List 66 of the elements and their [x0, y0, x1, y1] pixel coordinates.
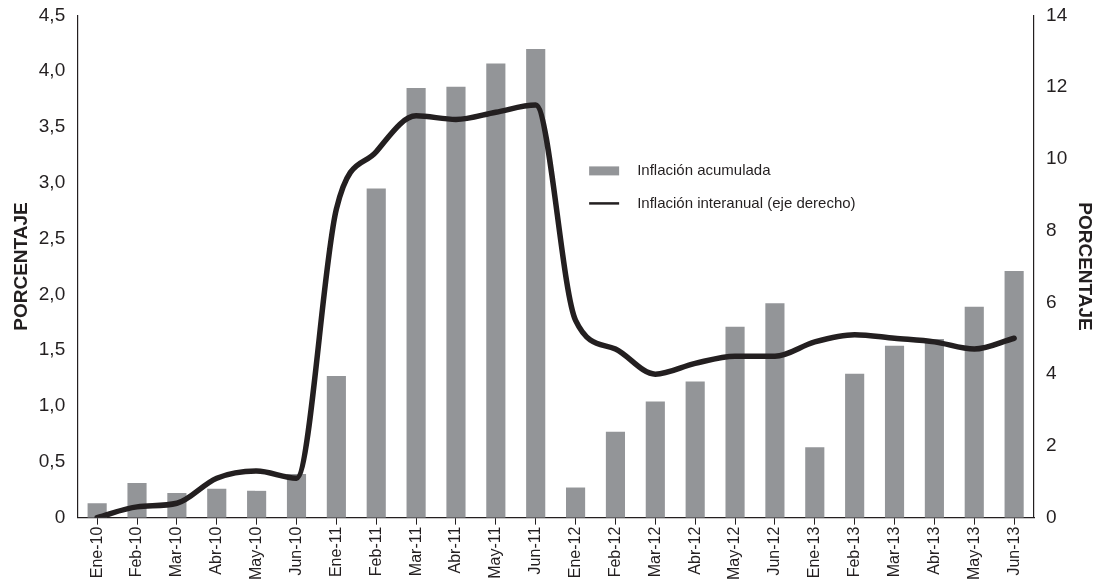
y2-tick-label: 6: [1046, 290, 1057, 312]
x-tick-label: May-13: [964, 526, 982, 581]
legend-label: Inflación interanual (eje derecho): [637, 193, 856, 211]
x-tick-label: Feb-10: [127, 526, 145, 578]
y2-tick-label: 12: [1046, 75, 1068, 97]
x-tick-label: Jun-11: [526, 526, 544, 575]
bar: [207, 488, 227, 518]
bar: [406, 87, 426, 518]
y2-axis-title: PORCENTAJE: [1075, 202, 1097, 331]
y-tick-label: 2,0: [38, 282, 66, 304]
x-tick-label: Jun-12: [765, 526, 783, 576]
x-tick-label: Abr-10: [207, 526, 225, 575]
y2-tick-label: 4: [1046, 362, 1058, 384]
y2-tick-label: 8: [1046, 218, 1057, 240]
y-tick-label: 4,0: [38, 59, 66, 81]
bar: [566, 487, 586, 518]
y2-tick-label: 10: [1046, 147, 1068, 169]
y2-tick-label: 0: [1046, 505, 1057, 527]
x-tick-label: Feb-13: [845, 526, 863, 578]
y-tick-label: 1,0: [38, 394, 66, 416]
bar: [805, 447, 825, 518]
y-tick-label: 3,0: [38, 171, 66, 193]
x-tick-label: Jun-10: [286, 526, 304, 576]
bar: [486, 63, 506, 518]
x-tick-label: Mar-10: [167, 526, 185, 578]
bar: [685, 381, 705, 518]
x-tick-label: Feb-11: [366, 526, 384, 577]
y-axis-title: PORCENTAJE: [9, 202, 31, 331]
x-tick-label: Ene-12: [565, 526, 583, 579]
y-tick-label: 0: [54, 505, 66, 527]
x-tick-label: Mar-13: [884, 526, 902, 578]
y2-tick-label: 2: [1046, 434, 1057, 456]
bar: [326, 375, 346, 518]
y-tick-label: 2,5: [38, 226, 66, 248]
bar: [765, 303, 785, 518]
x-tick-label: Feb-12: [605, 526, 623, 578]
bar: [446, 86, 466, 518]
y-tick-label: 0,5: [38, 450, 66, 472]
x-tick-label: May-11: [486, 526, 504, 579]
bar: [884, 345, 905, 518]
x-tick-label: Abr-11: [446, 526, 464, 574]
bar: [1004, 270, 1024, 518]
bar: [645, 401, 665, 518]
x-tick-label: Jun-13: [1004, 526, 1022, 576]
legend-label: Inflación acumulada: [637, 160, 772, 178]
bar: [366, 188, 386, 518]
bar: [247, 490, 267, 518]
y-tick-label: 4,5: [38, 3, 66, 25]
bar: [725, 326, 745, 518]
x-tick-label: Ene-11: [326, 526, 344, 578]
y-tick-label: 1,5: [38, 338, 66, 360]
x-tick-label: May-10: [247, 526, 265, 581]
bar: [964, 306, 984, 518]
y-tick-label: 3,5: [38, 115, 66, 137]
bar: [526, 48, 546, 518]
x-tick-label: Abr-12: [685, 526, 703, 575]
bar: [924, 339, 944, 518]
x-tick-label: Mar-11: [406, 526, 424, 577]
x-tick-label: May-12: [725, 526, 743, 581]
x-tick-label: Ene-13: [805, 526, 823, 579]
x-tick-label: Mar-12: [645, 526, 663, 578]
x-tick-label: Ene-10: [87, 526, 105, 579]
x-tick-label: Abr-13: [924, 526, 942, 575]
bar: [845, 373, 865, 518]
y2-tick-label: 14: [1046, 3, 1068, 25]
bar: [605, 431, 626, 518]
